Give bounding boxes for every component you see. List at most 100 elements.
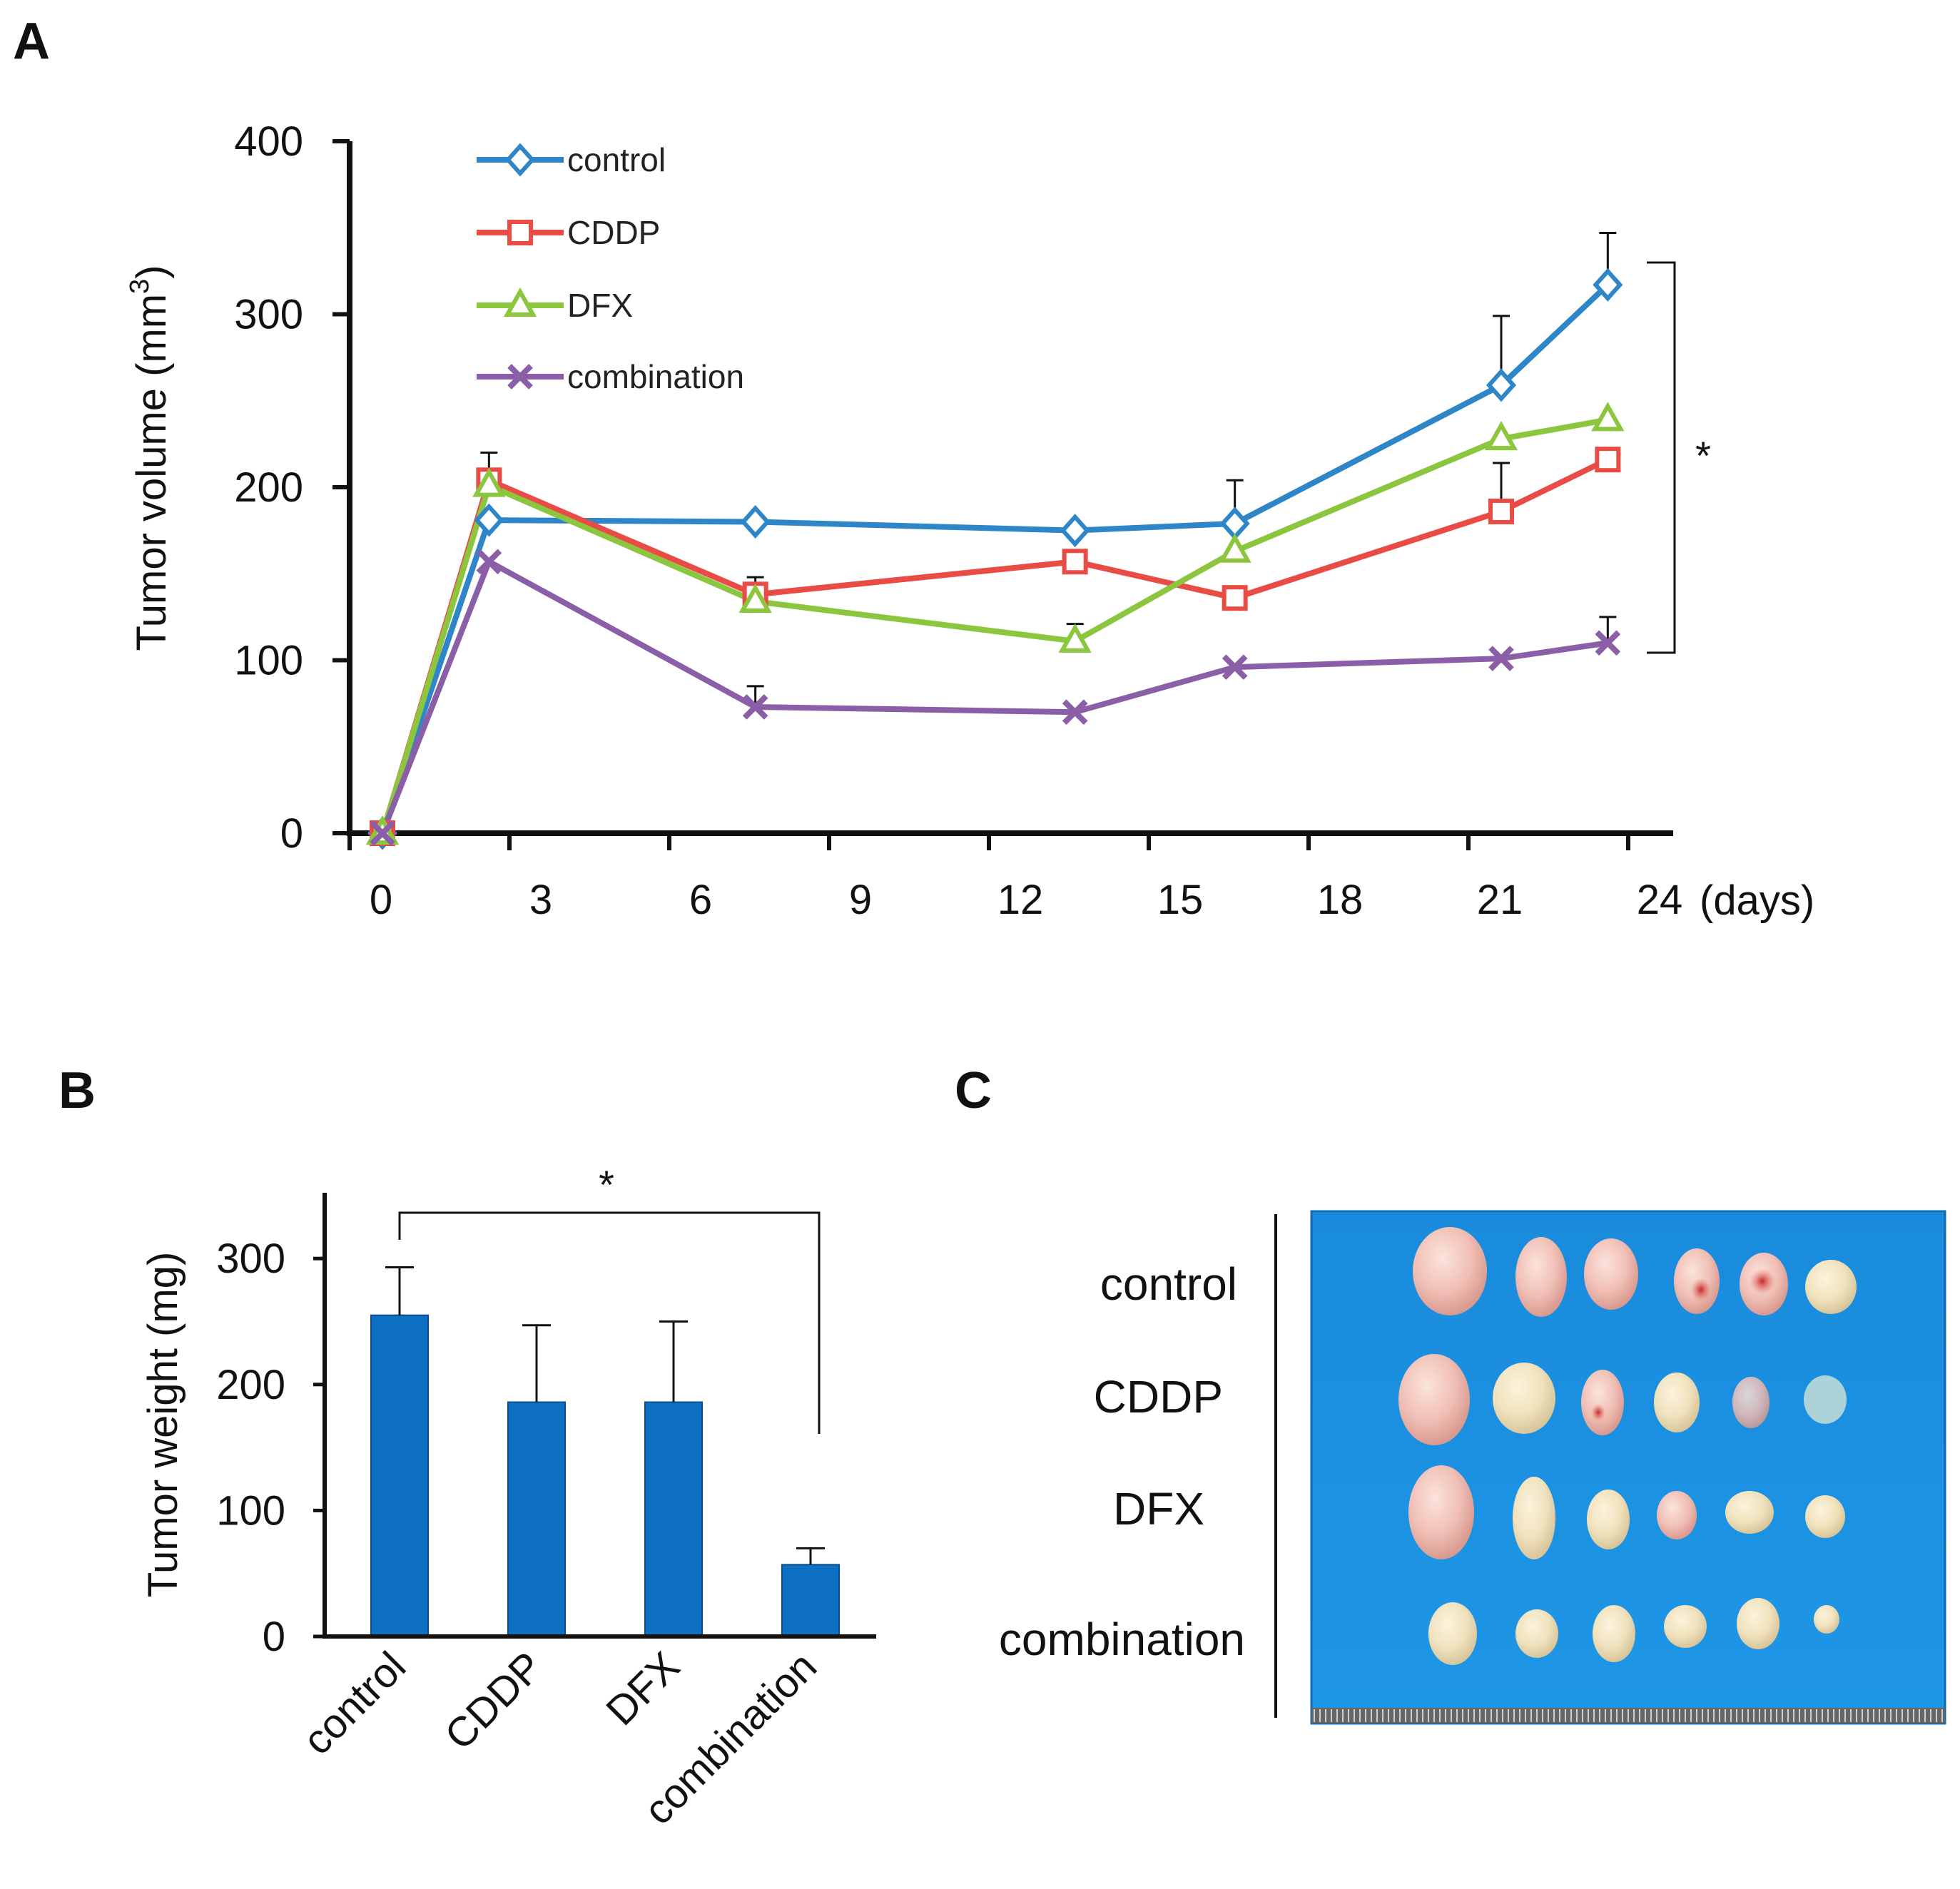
volume-y-ticks: 0 100 200 300 400 bbox=[234, 118, 350, 857]
data-point-combination bbox=[1488, 646, 1514, 671]
data-point-control bbox=[1060, 514, 1090, 548]
data-point-dfx bbox=[472, 467, 506, 497]
volume-x-tick-label: 15 bbox=[1157, 877, 1204, 923]
data-point-combination bbox=[476, 549, 502, 575]
volume-y-axis-label-main: Tumor volume (mm bbox=[128, 294, 175, 651]
data-point-control bbox=[1593, 268, 1623, 302]
panel-label-b: B bbox=[59, 1062, 96, 1119]
tumor-red-spot bbox=[1591, 1404, 1605, 1421]
bar-control bbox=[370, 1314, 429, 1638]
photo-row-labels: control CDDP DFX combination bbox=[999, 1258, 1245, 1665]
tumor-specimen bbox=[1587, 1490, 1630, 1549]
tumor-photo bbox=[1310, 1210, 1946, 1725]
tumor-specimen bbox=[1513, 1477, 1555, 1559]
data-point-dfx bbox=[738, 583, 772, 613]
volume-x-axis-label: (days) bbox=[1700, 877, 1814, 924]
tumor-specimen bbox=[1804, 1375, 1847, 1424]
tumor-specimen bbox=[1814, 1605, 1839, 1634]
volume-axes bbox=[347, 141, 1673, 836]
category-label-cddp: CDDP bbox=[436, 1643, 552, 1758]
series-line-combination bbox=[380, 559, 1608, 835]
tumor-specimen bbox=[1581, 1370, 1624, 1435]
volume-x-ticks: 0 3 6 9 12 15 18 21 24 bbox=[347, 833, 1682, 923]
tumor-specimen bbox=[1725, 1491, 1774, 1534]
tumor-volume-chart: 0 100 200 300 400 0 3 6 9 12 15 18 21 24 control CDDP… bbox=[125, 118, 1814, 924]
tumor-specimen bbox=[1732, 1377, 1769, 1428]
weight-y-ticks: 0 100 200 300 bbox=[216, 1236, 325, 1660]
volume-x-tick-label: 21 bbox=[1477, 877, 1523, 923]
panel-label-a: A bbox=[13, 13, 50, 70]
tumor-specimen bbox=[1805, 1260, 1857, 1314]
volume-y-tick-label: 0 bbox=[280, 810, 303, 857]
tumor-specimen bbox=[1737, 1598, 1779, 1649]
tumor-specimen bbox=[1398, 1354, 1470, 1445]
panel-label-c: C bbox=[955, 1062, 992, 1119]
data-point-combination bbox=[1062, 699, 1088, 725]
weight-y-tick-label: 100 bbox=[216, 1487, 285, 1534]
volume-y-tick-label: 400 bbox=[234, 118, 303, 165]
tumor-specimen bbox=[1413, 1227, 1487, 1315]
tumor-specimen bbox=[1654, 1373, 1700, 1432]
volume-series-markers bbox=[365, 268, 1625, 850]
tumor-specimen bbox=[1408, 1465, 1474, 1559]
volume-significance-star: * bbox=[1695, 433, 1711, 478]
tumor-specimen bbox=[1515, 1609, 1558, 1658]
bar-dfx bbox=[644, 1401, 703, 1638]
data-point-cddp bbox=[1222, 585, 1248, 611]
photo-row-label-dfx: DFX bbox=[1113, 1483, 1204, 1534]
volume-significance: * bbox=[1647, 261, 1711, 654]
bar-cddp bbox=[507, 1401, 566, 1638]
weight-y-tick-label: 200 bbox=[216, 1362, 285, 1408]
legend-label-control: control bbox=[567, 141, 666, 178]
data-point-dfx bbox=[1218, 533, 1251, 563]
tumor-specimen bbox=[1664, 1605, 1707, 1648]
volume-x-tick-label: 6 bbox=[689, 877, 712, 923]
data-point-cddp bbox=[1595, 447, 1621, 473]
weight-axes bbox=[323, 1193, 876, 1639]
weight-bars bbox=[370, 1314, 840, 1638]
weight-error-bars bbox=[385, 1266, 825, 1565]
legend-swatch-marker-control bbox=[504, 143, 536, 177]
weight-y-axis-label: Tumor weight (mg) bbox=[140, 1252, 186, 1598]
legend-label-combination: combination bbox=[567, 358, 744, 395]
data-point-dfx bbox=[1484, 420, 1518, 451]
volume-x-tick-label: 0 bbox=[370, 877, 392, 923]
tumor-red-spot bbox=[1750, 1268, 1775, 1294]
data-point-control bbox=[1219, 506, 1250, 541]
volume-x-tick-label: 18 bbox=[1317, 877, 1364, 923]
tumor-specimen bbox=[1428, 1602, 1477, 1665]
data-point-cddp bbox=[1488, 498, 1514, 524]
tumor-specimen bbox=[1593, 1605, 1635, 1662]
tumor-specimen bbox=[1805, 1495, 1845, 1538]
tumor-specimen bbox=[1493, 1363, 1555, 1434]
photo-row-label-combination: combination bbox=[999, 1614, 1245, 1665]
tumor-specimen bbox=[1515, 1237, 1567, 1317]
volume-x-tick-label: 12 bbox=[997, 877, 1044, 923]
data-point-cddp bbox=[1062, 549, 1088, 575]
legend-label-dfx: DFX bbox=[567, 287, 633, 324]
photo-row-label-control: control bbox=[1100, 1258, 1237, 1310]
legend-label-cddp: CDDP bbox=[567, 214, 660, 251]
series-line-dfx bbox=[380, 417, 1609, 835]
weight-y-tick-label: 0 bbox=[263, 1614, 285, 1660]
volume-y-tick-label: 100 bbox=[234, 638, 303, 684]
tumor-specimen bbox=[1657, 1491, 1697, 1539]
data-point-combination bbox=[742, 694, 768, 720]
volume-y-axis-label-close: ) bbox=[128, 265, 175, 278]
series-line-cddp bbox=[380, 457, 1610, 835]
bar-combination bbox=[781, 1564, 840, 1637]
series-line-control bbox=[380, 282, 1610, 835]
data-point-control bbox=[1486, 368, 1517, 402]
data-point-control bbox=[474, 503, 504, 537]
volume-significance-bracket bbox=[1647, 261, 1676, 654]
photo-ruler-ticks bbox=[1314, 1709, 1943, 1722]
tumor-specimen bbox=[1584, 1238, 1638, 1310]
photo-row-label-cddp: CDDP bbox=[1094, 1371, 1223, 1422]
legend-swatch-marker-combination bbox=[507, 364, 533, 389]
category-label-dfx: DFX bbox=[597, 1643, 689, 1734]
data-point-control bbox=[740, 505, 771, 539]
volume-x-tick-label: 9 bbox=[849, 877, 872, 923]
